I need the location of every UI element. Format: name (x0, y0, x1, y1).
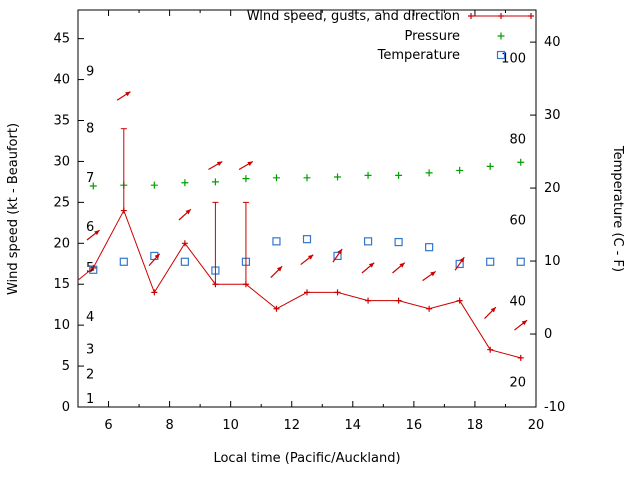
wind-direction-arrows (86, 91, 528, 331)
legend-pressure-label: Pressure (404, 29, 460, 44)
svg-text:10: 10 (544, 254, 561, 269)
svg-text:10: 10 (53, 318, 70, 333)
svg-text:45: 45 (53, 32, 70, 47)
svg-text:30: 30 (544, 108, 561, 123)
y-axis-left-label: Wind speed (kt - Beaufort) (6, 123, 21, 295)
svg-text:3: 3 (86, 343, 94, 358)
plot-border (77, 9, 537, 408)
svg-text:20: 20 (509, 376, 526, 391)
svg-text:35: 35 (53, 114, 70, 129)
svg-text:5: 5 (62, 359, 70, 374)
svg-text:16: 16 (406, 418, 423, 433)
legend-wind-label: Wind speed, gusts, and direction (247, 9, 460, 24)
svg-text:60: 60 (509, 214, 526, 229)
svg-text:6: 6 (104, 418, 112, 433)
svg-text:20: 20 (53, 236, 70, 251)
svg-text:7: 7 (86, 171, 94, 186)
svg-text:1: 1 (86, 392, 94, 407)
temperature-series (89, 235, 525, 275)
svg-text:14: 14 (345, 418, 362, 433)
fahrenheit-scale-labels: 20 40 60 80 100 (501, 51, 526, 390)
svg-text:10: 10 (222, 418, 239, 433)
svg-text:0: 0 (544, 327, 552, 342)
svg-text:2: 2 (86, 367, 94, 382)
svg-text:8: 8 (86, 122, 94, 137)
svg-text:100: 100 (501, 51, 526, 66)
svg-text:40: 40 (53, 73, 70, 88)
x-axis-label: Local time (Pacific/Auckland) (213, 451, 400, 466)
svg-text:12: 12 (283, 418, 300, 433)
svg-text:25: 25 (53, 195, 70, 210)
svg-text:20: 20 (544, 181, 561, 196)
svg-text:20: 20 (528, 418, 545, 433)
svg-text:40: 40 (509, 295, 526, 310)
svg-text:-10: -10 (544, 400, 565, 415)
svg-text:8: 8 (165, 418, 173, 433)
legend-markers (468, 13, 534, 60)
svg-text:4: 4 (86, 310, 94, 325)
svg-text:0: 0 (62, 400, 70, 415)
y-axis-right-label: Temperature (C - F) (610, 145, 625, 272)
svg-text:6: 6 (86, 220, 94, 235)
svg-text:18: 18 (467, 418, 484, 433)
svg-text:80: 80 (509, 132, 526, 147)
svg-text:9: 9 (86, 64, 94, 79)
wind-series (77, 128, 524, 361)
svg-text:40: 40 (544, 35, 561, 50)
pressure-series (89, 158, 525, 190)
svg-text:30: 30 (53, 154, 70, 169)
axis-ticks: 6 8 10 12 14 16 18 20051015202530354045-1001020… (53, 10, 565, 433)
svg-text:15: 15 (53, 277, 70, 292)
legend-temperature-label: Temperature (377, 48, 460, 63)
